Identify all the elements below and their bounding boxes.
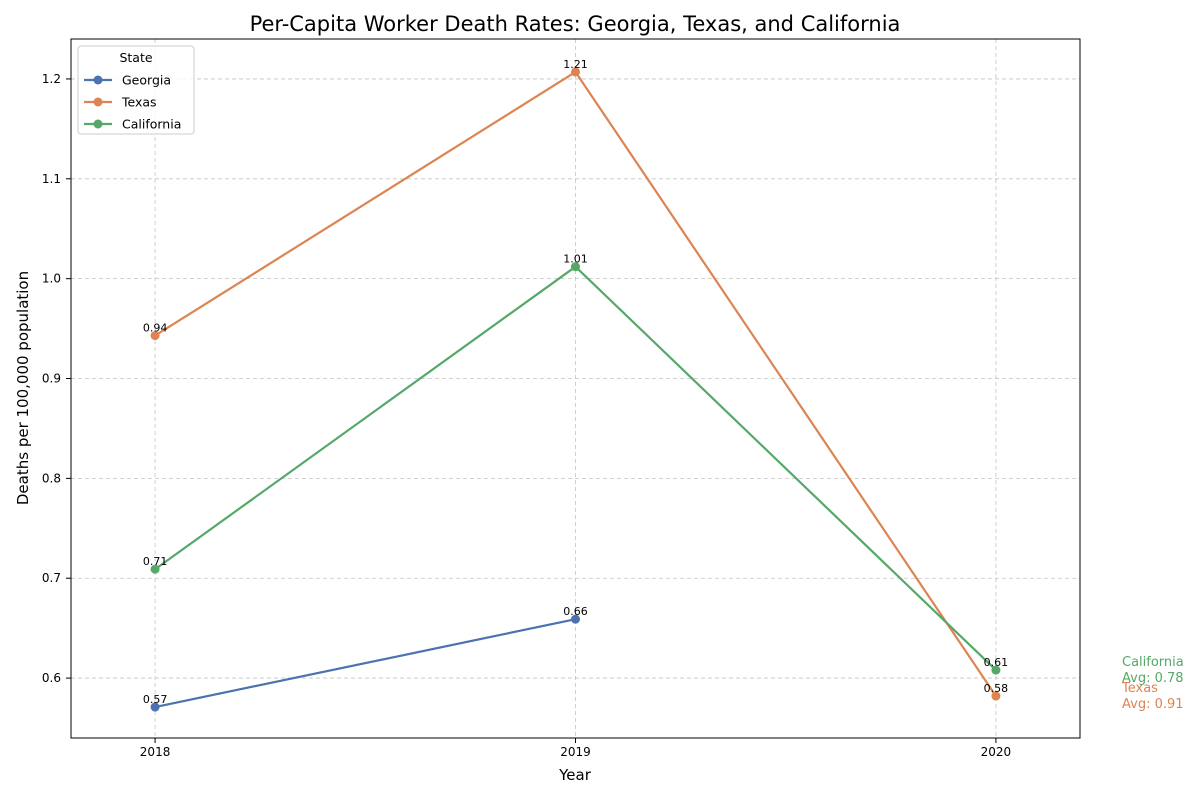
plot-frame — [70, 38, 1081, 739]
legend-entry: Texas — [121, 95, 157, 110]
y-tick-label: 1.2 — [42, 72, 61, 86]
data-point-california — [150, 564, 160, 574]
y-tick-label: 0.9 — [42, 372, 61, 386]
data-label: 0.71 — [143, 555, 168, 568]
y-tick-label: 1.0 — [42, 272, 61, 286]
avg-annotation-name: California — [1122, 655, 1184, 670]
data-point-california — [991, 665, 1001, 675]
y-tick-label: 1.1 — [42, 172, 61, 186]
legend-swatch-marker — [93, 75, 103, 85]
y-tick-label: 0.7 — [42, 571, 61, 585]
x-axis-label: Year — [558, 766, 592, 784]
data-label: 1.01 — [563, 253, 588, 266]
legend-entry: California — [122, 117, 181, 132]
y-tick-label: 0.6 — [42, 671, 61, 685]
data-point-texas — [991, 691, 1001, 701]
legend-entry: Georgia — [122, 73, 171, 88]
data-label: 0.66 — [563, 605, 588, 618]
avg-annotation-value: Avg: 0.78 — [1122, 671, 1184, 686]
y-tick-label: 0.8 — [42, 471, 61, 485]
data-point-texas — [571, 67, 580, 77]
data-point-california — [571, 262, 580, 272]
avg-annotation-name: Texas — [1121, 681, 1158, 696]
data-label: 0.61 — [984, 656, 1009, 669]
data-point-georgia — [571, 614, 580, 624]
chart-title: Per-Capita Worker Death Rates: Georgia, … — [250, 12, 901, 36]
y-axis-label: Deaths per 100,000 population — [14, 271, 32, 505]
data-point-texas — [150, 331, 160, 341]
avg-annotation-value: Avg: 0.91 — [1122, 697, 1184, 712]
data-label: 0.58 — [984, 682, 1009, 695]
data-label: 1.21 — [563, 58, 588, 71]
data-label: 0.94 — [143, 322, 168, 335]
data-label: 0.57 — [143, 693, 168, 706]
data-point-georgia — [150, 702, 160, 712]
x-tick-label: 2018 — [140, 745, 171, 759]
legend-swatch-marker — [93, 119, 103, 129]
legend-swatch-marker — [93, 97, 103, 107]
legend-title: State — [119, 50, 152, 65]
x-tick-label: 2020 — [981, 745, 1012, 759]
legend-box — [77, 45, 195, 135]
x-tick-label: 2019 — [560, 745, 591, 759]
series-line-georgia — [154, 618, 576, 709]
